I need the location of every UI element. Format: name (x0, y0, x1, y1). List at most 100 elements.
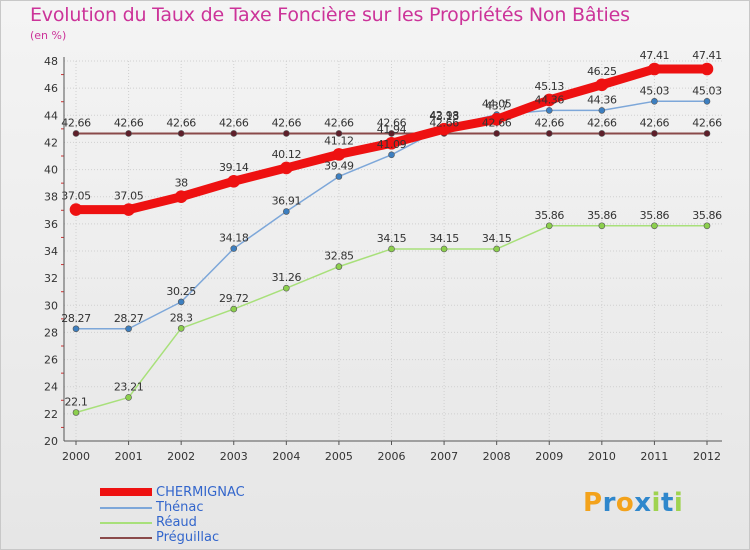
x-tick-label: 2008 (483, 450, 511, 463)
data-label-reaud: 23.21 (114, 380, 144, 393)
data-label-thenac: 34.18 (219, 232, 249, 245)
data-point-preguillac (493, 130, 500, 137)
data-label-preguillac: 42.66 (114, 116, 144, 129)
y-tick-label: 22 (44, 408, 58, 421)
data-point-chermignac (280, 161, 293, 175)
x-tick-label: 2012 (693, 450, 721, 463)
logo-letter: i (673, 488, 684, 518)
data-point-preguillac (125, 130, 132, 137)
data-label-chermignac: 39.14 (219, 161, 249, 174)
x-tick-label: 2009 (535, 450, 563, 463)
data-label-reaud: 35.86 (692, 209, 722, 222)
x-tick-label: 2005 (325, 450, 353, 463)
data-label-thenac: 39.49 (324, 159, 354, 172)
data-label-thenac: 30.25 (166, 285, 196, 298)
data-label-reaud: 28.3 (170, 311, 193, 324)
data-label-preguillac: 42.66 (377, 116, 407, 129)
data-label-chermignac: 47.41 (640, 49, 670, 62)
data-point-reaud (230, 305, 238, 313)
data-point-reaud (651, 222, 658, 230)
logo-letter: t (660, 488, 674, 518)
data-label-chermignac: 37.05 (61, 190, 91, 203)
y-tick-label: 42 (44, 136, 58, 149)
y-tick-label: 44 (44, 109, 58, 122)
data-label-thenac: 44.36 (587, 93, 617, 106)
data-label-reaud: 31.26 (272, 271, 302, 284)
logo-letter: i (651, 488, 661, 518)
data-label-thenac: 43.13 (429, 110, 459, 123)
data-label-thenac: 36.91 (272, 195, 302, 208)
data-label-reaud: 35.86 (535, 209, 565, 222)
y-tick-label: 28 (44, 326, 58, 339)
data-point-preguillac (598, 130, 606, 137)
proxiti-logo: Proxiti (583, 488, 683, 518)
y-tick-label: 40 (44, 164, 58, 177)
data-labels-group: 42.66 42.66 42.66 42.66 42.66 42.66 42.66 42.66… (61, 49, 722, 408)
data-label-chermignac: 42.98 (429, 109, 459, 122)
data-point-preguillac (335, 130, 343, 137)
data-point-thenac (335, 173, 343, 180)
data-point-thenac (72, 325, 80, 333)
data-point-reaud (388, 245, 395, 253)
data-label-preguillac: 42.66 (587, 116, 617, 129)
data-point-chermignac (542, 93, 556, 107)
data-point-chermignac (69, 203, 83, 216)
legend-swatch-reaud (100, 522, 152, 524)
x-tick-label: 2002 (167, 450, 195, 463)
data-point-preguillac (703, 130, 711, 137)
data-point-preguillac (651, 130, 658, 137)
data-label-preguillac: 42.66 (429, 116, 459, 129)
data-label-chermignac: 41.94 (377, 123, 407, 136)
data-label-chermignac: 47.41 (692, 49, 722, 62)
data-point-reaud (125, 394, 132, 401)
x-tick-label: 2000 (62, 450, 90, 463)
data-label-thenac: 45.03 (692, 84, 722, 97)
x-tick-label: 2003 (220, 450, 248, 463)
legend-swatch-thenac (100, 507, 152, 509)
y-tick-label: 38 (44, 191, 58, 204)
data-point-preguillac (283, 130, 290, 137)
x-tick-label: 2001 (115, 450, 143, 463)
data-label-reaud: 34.15 (377, 232, 407, 245)
data-label-reaud: 35.86 (640, 209, 670, 222)
data-point-chermignac (700, 62, 714, 76)
data-point-chermignac (648, 62, 661, 76)
data-label-chermignac: 38 (175, 177, 189, 190)
data-label-reaud: 34.15 (482, 232, 512, 245)
data-point-preguillac (177, 130, 185, 137)
y-tick-label: 46 (44, 82, 58, 95)
y-tick-label: 26 (44, 354, 58, 367)
data-point-reaud (703, 222, 711, 230)
data-label-chermignac: 37.05 (114, 190, 144, 203)
y-tick-label: 20 (44, 435, 58, 448)
y-tick-label: 36 (44, 218, 58, 231)
data-label-thenac: 41.09 (377, 138, 407, 151)
data-point-chermignac (490, 113, 503, 126)
y-tick-label: 32 (44, 272, 58, 285)
data-point-chermignac (332, 148, 346, 161)
data-point-reaud (440, 245, 448, 253)
data-label-chermignac: 41.12 (324, 134, 354, 147)
legend-swatch-preguillac (100, 537, 152, 539)
data-label-preguillac: 42.66 (324, 116, 354, 129)
axes: 20 22 24 26 28 30 32 34 36 38 40 42 44 46 48 2000 2001 20… (44, 55, 722, 463)
data-label-preguillac: 42.66 (482, 116, 512, 129)
logo-letter: o (615, 488, 635, 518)
y-tick-label: 48 (44, 55, 58, 68)
x-tick-label: 2007 (430, 450, 458, 463)
data-point-thenac (230, 245, 238, 252)
legend-label-reaud: Réaud (156, 515, 197, 530)
x-tick-label: 2004 (272, 450, 300, 463)
data-label-reaud: 34.15 (429, 232, 459, 245)
data-point-thenac (283, 208, 290, 215)
data-label-thenac: 44.05 (482, 98, 512, 111)
data-point-chermignac (227, 174, 241, 188)
data-point-preguillac (72, 130, 80, 137)
data-point-thenac (177, 298, 185, 306)
legend-label-chermignac: CHERMIGNAC (156, 485, 245, 500)
data-label-thenac: 44.36 (535, 93, 565, 106)
data-label-preguillac: 42.66 (166, 116, 196, 129)
data-point-thenac (598, 107, 606, 114)
data-point-thenac (125, 325, 132, 333)
data-point-reaud (177, 325, 185, 332)
